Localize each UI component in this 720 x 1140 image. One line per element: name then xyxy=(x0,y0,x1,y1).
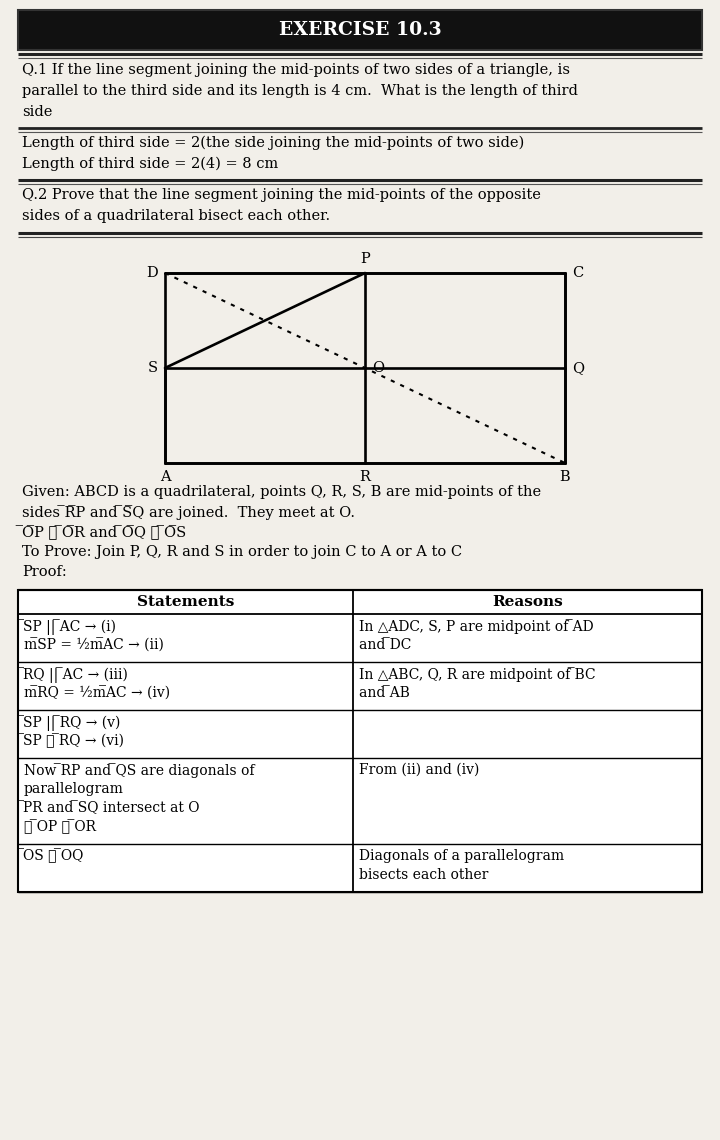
Text: A: A xyxy=(160,470,171,484)
Bar xyxy=(18,844,702,891)
Text: Given: ABCD is a quadrilateral, points Q, R, S, B are mid-points of the: Given: ABCD is a quadrilateral, points Q… xyxy=(22,484,541,499)
Text: ̅SP || ̅AC → (i): ̅SP || ̅AC → (i) xyxy=(24,619,117,635)
Text: D: D xyxy=(146,266,158,280)
Text: Q.1 If the line segment joining the mid-points of two sides of a triangle, is: Q.1 If the line segment joining the mid-… xyxy=(22,63,570,78)
Text: Diagonals of a parallelogram: Diagonals of a parallelogram xyxy=(359,849,564,863)
Text: To Prove: Join P, Q, R and S in order to join C to A or A to C: To Prove: Join P, Q, R and S in order to… xyxy=(22,545,462,559)
Text: Now ̅RP and ̅QS are diagonals of: Now ̅RP and ̅QS are diagonals of xyxy=(24,763,254,777)
Text: and ̅AB: and ̅AB xyxy=(359,686,410,700)
Text: sides of a quadrilateral bisect each other.: sides of a quadrilateral bisect each oth… xyxy=(22,209,330,223)
Text: Length of third side = 2(the side joining the mid-points of two side): Length of third side = 2(the side joinin… xyxy=(22,136,524,150)
Text: ̅SP || ̅RQ → (v): ̅SP || ̅RQ → (v) xyxy=(24,715,122,731)
Text: Q: Q xyxy=(572,361,584,375)
Bar xyxy=(18,614,702,662)
Bar xyxy=(18,662,702,710)
Text: EXERCISE 10.3: EXERCISE 10.3 xyxy=(279,21,441,39)
Text: C: C xyxy=(572,266,583,280)
Text: Length of third side = 2(4) = 8 cm: Length of third side = 2(4) = 8 cm xyxy=(22,157,278,171)
Text: Reasons: Reasons xyxy=(492,595,563,609)
Text: ̅PR and ̅SQ intersect at O: ̅PR and ̅SQ intersect at O xyxy=(24,801,200,815)
Text: parallel to the third side and its length is 4 cm.  What is the length of third: parallel to the third side and its lengt… xyxy=(22,84,578,98)
Text: and ̅DC: and ̅DC xyxy=(359,638,411,652)
Bar xyxy=(18,710,702,758)
Text: From (ii) and (iv): From (ii) and (iv) xyxy=(359,763,480,777)
Text: parallelogram: parallelogram xyxy=(24,782,124,796)
Bar xyxy=(18,10,702,50)
Bar xyxy=(18,591,702,614)
Text: B: B xyxy=(559,470,570,484)
Text: ̅O̅P ≅ ̅O̅R and ̅O̅Q ≅ ̅O̅S: ̅O̅P ≅ ̅O̅R and ̅O̅Q ≅ ̅O̅S xyxy=(22,526,186,539)
Text: Statements: Statements xyxy=(137,595,234,609)
Text: m̅RQ = ½m̅AC → (iv): m̅RQ = ½m̅AC → (iv) xyxy=(24,686,170,700)
Text: In △ABC, Q, R are midpoint of ̅BC: In △ABC, Q, R are midpoint of ̅BC xyxy=(359,667,595,682)
Text: side: side xyxy=(22,105,53,119)
Text: m̅SP = ½m̅AC → (ii): m̅SP = ½m̅AC → (ii) xyxy=(24,638,164,652)
Text: ̅RQ || ̅AC → (iii): ̅RQ || ̅AC → (iii) xyxy=(24,667,129,683)
Bar xyxy=(18,758,702,844)
Text: S: S xyxy=(148,361,158,375)
Text: P: P xyxy=(360,252,370,266)
Text: In △ADC, S, P are midpoint of ̅AD: In △ADC, S, P are midpoint of ̅AD xyxy=(359,619,593,634)
Text: ̅SP ≅ ̅RQ → (vi): ̅SP ≅ ̅RQ → (vi) xyxy=(24,734,125,749)
Text: sides ̅R̅P and ̅S̅Q are joined.  They meet at O.: sides ̅R̅P and ̅S̅Q are joined. They mee… xyxy=(22,505,355,520)
Text: R: R xyxy=(359,470,370,484)
Bar xyxy=(18,591,702,891)
Text: ̅OS ≅ ̅OQ: ̅OS ≅ ̅OQ xyxy=(24,849,84,864)
Text: Proof:: Proof: xyxy=(22,565,67,579)
Text: bisects each other: bisects each other xyxy=(359,868,488,882)
Text: Q.2 Prove that the line segment joining the mid-points of the opposite: Q.2 Prove that the line segment joining … xyxy=(22,188,541,202)
Text: ∴ ̅OP ≅ ̅OR: ∴ ̅OP ≅ ̅OR xyxy=(24,820,96,834)
Text: O: O xyxy=(372,361,384,375)
